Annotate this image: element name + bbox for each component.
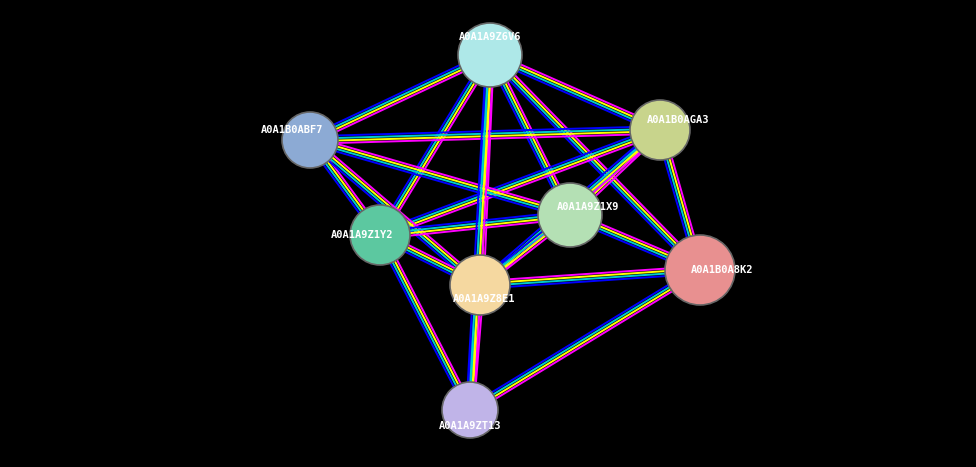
- Text: A0A1B0AGA3: A0A1B0AGA3: [647, 115, 710, 125]
- Text: A0A1A9Z8E1: A0A1A9Z8E1: [453, 294, 515, 304]
- Circle shape: [450, 255, 510, 315]
- Text: A0A1B0A8K2: A0A1B0A8K2: [691, 265, 753, 275]
- Circle shape: [350, 205, 410, 265]
- Circle shape: [442, 382, 498, 438]
- Circle shape: [538, 183, 602, 247]
- Circle shape: [458, 23, 522, 87]
- Text: A0A1A9Z1X9: A0A1A9Z1X9: [556, 202, 619, 212]
- Text: A0A1A9Z1Y2: A0A1A9Z1Y2: [331, 230, 393, 240]
- Circle shape: [665, 235, 735, 305]
- Circle shape: [630, 100, 690, 160]
- Text: A0A1A9Z6V6: A0A1A9Z6V6: [459, 32, 521, 42]
- Text: A0A1A9ZT13: A0A1A9ZT13: [439, 421, 502, 431]
- Circle shape: [282, 112, 338, 168]
- Text: A0A1B0ABF7: A0A1B0ABF7: [261, 125, 323, 135]
